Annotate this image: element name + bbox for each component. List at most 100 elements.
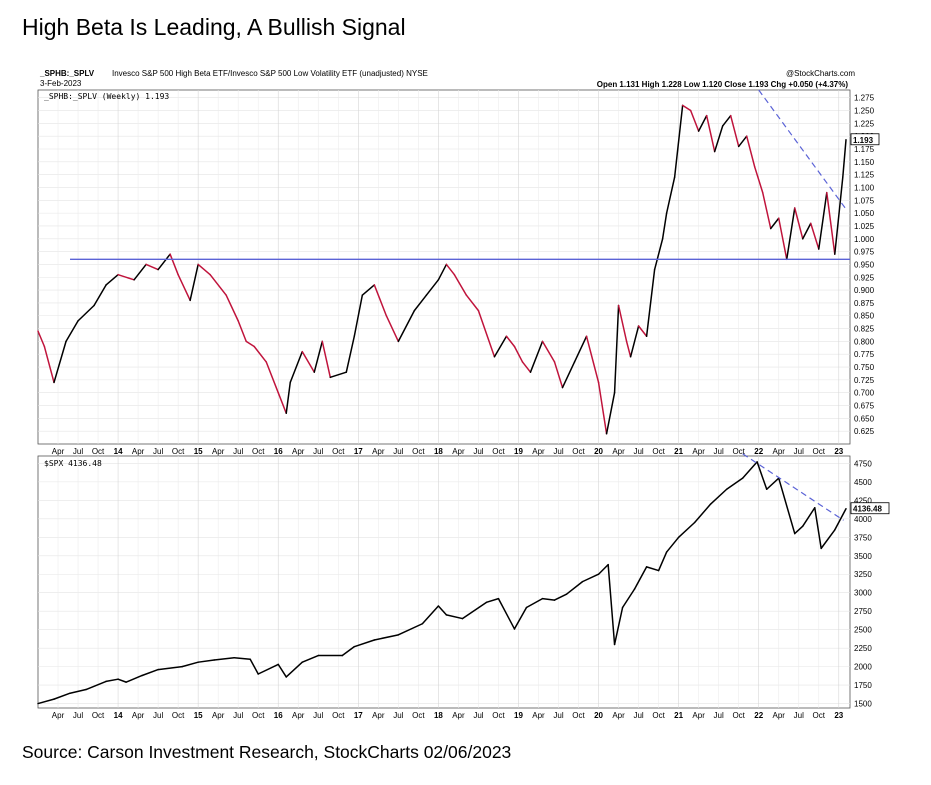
spx-x-tick-label: Jul xyxy=(313,711,323,720)
ratio-series-segment xyxy=(625,340,632,358)
ratio-series-segment xyxy=(117,273,135,281)
spx-series-segment xyxy=(834,507,847,531)
ratio-x-tick-label: 18 xyxy=(434,447,443,456)
spx-series-segment xyxy=(613,606,624,646)
ratio-y-tick-label: 1.100 xyxy=(854,183,875,192)
ratio-series-segment xyxy=(665,176,676,214)
ratio-series-segment xyxy=(385,314,400,343)
ratio-y-tick-label: 1.275 xyxy=(854,94,875,103)
ratio-y-tick-label: 1.025 xyxy=(854,222,875,231)
spx-series-segment xyxy=(197,659,215,663)
spx-panel-frame xyxy=(37,455,851,709)
ratio-series-segment xyxy=(253,345,267,363)
spx-x-tick-label: 19 xyxy=(514,711,523,720)
ratio-series-segment xyxy=(818,191,828,250)
spx-series-segment xyxy=(157,665,183,671)
ratio-series-segment xyxy=(105,273,119,286)
spx-x-tick-label: Apr xyxy=(372,711,385,720)
spx-series-segment xyxy=(553,593,568,601)
spx-series-segment xyxy=(765,477,780,491)
ratio-series-segment xyxy=(209,273,227,296)
spx-series-segment xyxy=(693,503,712,524)
ratio-x-tick-label: 21 xyxy=(674,447,683,456)
spx-x-tick-label: Jul xyxy=(153,711,163,720)
ratio-series-segment xyxy=(761,191,772,230)
spx-y-tick-label: 3750 xyxy=(854,533,872,542)
ratio-series-segment xyxy=(353,294,364,338)
ratio-series-segment xyxy=(329,371,348,379)
ratio-y-tick-label: 0.725 xyxy=(854,376,875,385)
ratio-series-segment xyxy=(834,176,844,255)
spx-y-axis: 4750 4500 4250 4000 3750 3500 3250 3000 2750 2500… xyxy=(850,459,890,709)
ratio-x-tick-label: Apr xyxy=(773,447,786,456)
spx-y-tick-label: 2500 xyxy=(854,626,872,635)
spx-series-segment xyxy=(741,461,758,479)
ratio-x-tick-label: Jul xyxy=(714,447,724,456)
ratio-x-tick-label: Oct xyxy=(732,447,745,456)
annotations xyxy=(70,89,850,521)
spx-x-tick-label: Oct xyxy=(332,711,345,720)
ratio-x-tick-label: Apr xyxy=(292,447,305,456)
spx-x-tick-label: Jul xyxy=(714,711,724,720)
spx-x-tick-label: 15 xyxy=(194,711,203,720)
spx-series-segment xyxy=(341,645,356,657)
ratio-x-tick-label: Jul xyxy=(633,447,643,456)
ratio-y-tick-label: 1.175 xyxy=(854,145,875,154)
spx-x-tick-label: Jul xyxy=(553,711,563,720)
ratio-series-segment xyxy=(373,284,388,317)
spx-trendline xyxy=(742,453,844,521)
ratio-series-segment xyxy=(573,335,588,363)
spx-x-tick-label: Oct xyxy=(492,711,505,720)
ratio-x-tick-label: Apr xyxy=(372,447,385,456)
spx-series-segment xyxy=(117,678,127,683)
ratio-series-segment xyxy=(661,212,668,240)
ratio-series-segment xyxy=(561,361,576,389)
ratio-series-segment xyxy=(301,350,316,373)
spx-series-segment xyxy=(645,566,660,572)
spx-legend: $SPX 4136.48 xyxy=(44,459,102,468)
ratio-series-segment xyxy=(169,253,179,276)
spx-series-segment xyxy=(421,605,440,625)
spx-y-tick-label: 1500 xyxy=(854,700,872,709)
ratio-series-segment xyxy=(541,340,556,363)
ratio-x-tick-label: Oct xyxy=(813,447,826,456)
spx-series-segment xyxy=(657,551,668,572)
ratio-x-tick-label: Oct xyxy=(412,447,425,456)
spx-x-tick-label: Oct xyxy=(172,711,185,720)
ratio-series-segment xyxy=(285,381,291,414)
ratio-series-segment xyxy=(225,294,239,322)
spx-last-value-box xyxy=(850,502,890,515)
ratio-series-segment xyxy=(585,335,600,384)
ratio-series-segment xyxy=(689,109,700,132)
ratio-x-tick-label: Oct xyxy=(492,447,505,456)
ratio-series-segment xyxy=(157,253,171,271)
ratio-series-segment xyxy=(769,217,780,230)
ratio-x-tick-label: Apr xyxy=(132,447,145,456)
chart-date: 3-Feb-2023 xyxy=(40,79,82,88)
ratio-series-segment xyxy=(437,263,448,281)
ratio-series-segment xyxy=(705,114,716,153)
spx-y-tick-label: 2000 xyxy=(854,663,872,672)
ratio-series xyxy=(37,104,847,435)
ratio-x-tick-label: Jul xyxy=(794,447,804,456)
spx-y-tick-label: 4750 xyxy=(854,459,872,468)
ratio-series-segment xyxy=(37,330,46,348)
ratio-y-tick-label: 0.900 xyxy=(854,286,875,295)
ratio-series-segment xyxy=(133,263,147,281)
ratio-series-segment xyxy=(802,222,812,240)
spx-x-tick-label: Jul xyxy=(633,711,643,720)
spx-x-tick-label: Jul xyxy=(794,711,804,720)
ratio-y-tick-label: 0.750 xyxy=(854,363,875,372)
ratio-y-tick-label: 0.625 xyxy=(854,427,875,436)
ratio-series-segment xyxy=(745,135,756,168)
ratio-x-tick-label: 17 xyxy=(354,447,363,456)
ratio-series-segment xyxy=(713,125,724,153)
ratio-series-segment xyxy=(617,304,628,343)
ratio-series-segment xyxy=(465,294,480,312)
spx-series-segment xyxy=(373,634,400,641)
ratio-series-segment xyxy=(597,381,608,435)
spx-series-segment xyxy=(793,525,804,535)
ratio-x-tick-label: Oct xyxy=(332,447,345,456)
ratio-series-segment xyxy=(721,114,732,127)
